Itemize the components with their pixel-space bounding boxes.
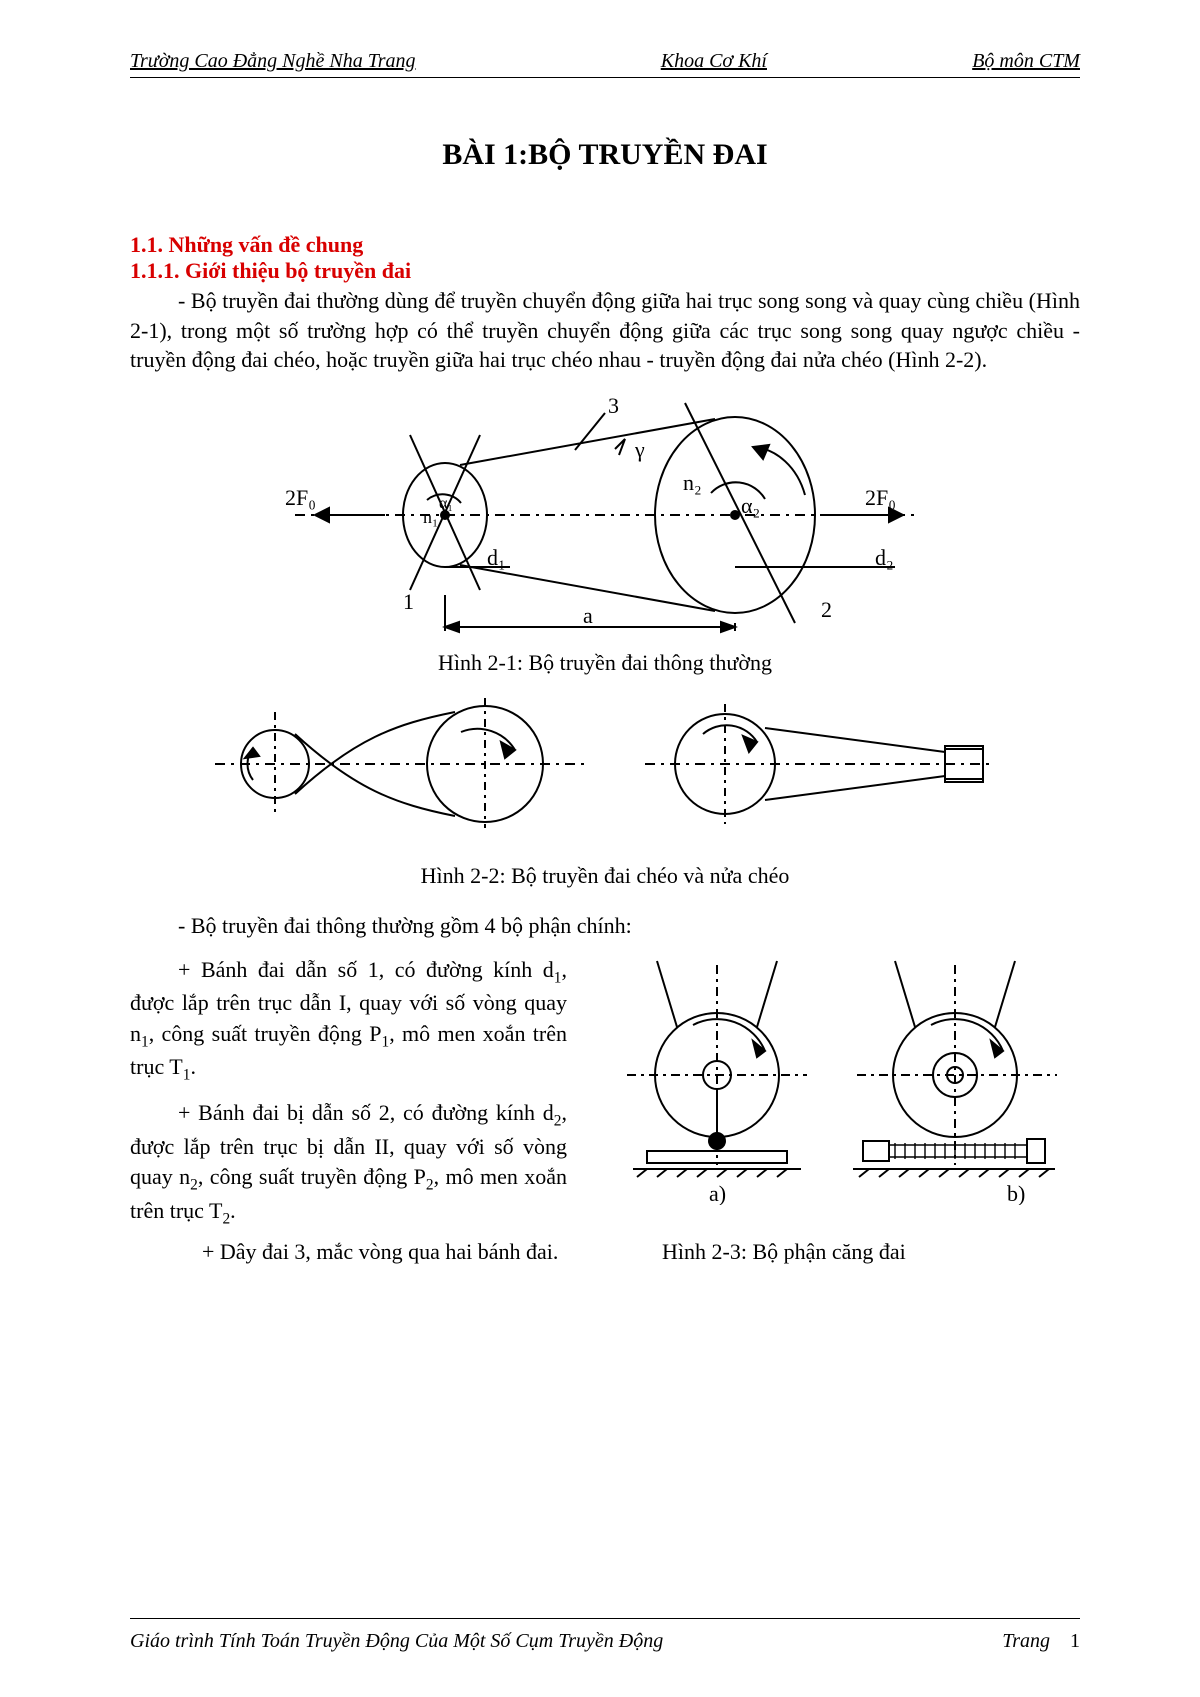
label-fig3-b: b): [1007, 1181, 1025, 1205]
label-3: 3: [608, 395, 619, 418]
sub-2d: 2: [222, 1210, 230, 1227]
label-alpha1: α₁: [439, 495, 453, 512]
label-gamma: γ: [634, 437, 645, 462]
footer-page-number: 1: [1070, 1630, 1080, 1652]
footer-page-label: Trang: [1002, 1630, 1050, 1652]
text-4c: , công suất truyền động P: [198, 1164, 426, 1189]
page-title: BÀI 1:BỘ TRUYỀN ĐAI: [130, 138, 1080, 172]
figure-2-3: a) b): [593, 955, 1080, 1230]
header-school: Trường Cao Đẳng Nghề Nha Trang: [130, 50, 416, 73]
belt-drive-diagram-icon: 2F₀ 2F₀ 3 γ n₁ n₂ α₁ α₂ d₁ d₂ 1 2 a: [275, 395, 935, 635]
section-heading-1: 1.1. Những vấn đề chung: [130, 232, 1080, 258]
paragraph-belt-3: + Dây đai 3, mắc vòng qua hai bánh đai.: [130, 1239, 662, 1265]
sub-2a: 2: [554, 1112, 562, 1129]
dot1: .: [190, 1054, 196, 1079]
page-header: Trường Cao Đẳng Nghề Nha Trang Khoa Cơ K…: [130, 50, 1080, 73]
footer-rule: [130, 1618, 1080, 1619]
sub-1a: 1: [554, 969, 562, 986]
label-alpha2: α₂: [741, 493, 760, 518]
header-subject: Bộ môn CTM: [972, 50, 1080, 73]
figure-2-2: Hình 2-2: Bộ truyền đai chéo và nửa chéo: [130, 694, 1080, 889]
sub-2c: 2: [426, 1176, 434, 1193]
components-text-column: + Bánh đai dẫn số 1, có đường kính d1, đ…: [130, 955, 567, 1230]
text-3a: + Bánh đai dẫn số 1, có đường kính d: [178, 957, 554, 982]
tensioner-diagram-icon: a) b): [607, 955, 1067, 1205]
header-dept: Khoa Cơ Khí: [661, 50, 767, 73]
figure-2-1-caption: Hình 2-1: Bộ truyền đai thông thường: [130, 650, 1080, 676]
figure-2-1: 2F₀ 2F₀ 3 γ n₁ n₂ α₁ α₂ d₁ d₂ 1 2 a Hình…: [130, 395, 1080, 676]
figure-2-2-caption: Hình 2-2: Bộ truyền đai chéo và nửa chéo: [130, 863, 1080, 889]
sub-2b: 2: [190, 1176, 198, 1193]
label-1: 1: [403, 589, 414, 614]
footer-title: Giáo trình Tính Toán Truyền Động Của Một…: [130, 1630, 663, 1653]
label-2f0-left: 2F₀: [285, 485, 316, 510]
label-n2: n₂: [683, 470, 702, 495]
section-heading-1-1: 1.1.1. Giới thiệu bộ truyền đai: [130, 258, 1080, 284]
label-fig3-a: a): [709, 1181, 726, 1205]
figure-2-3-caption: Hình 2-3: Bộ phận căng đai: [662, 1239, 1080, 1265]
paragraph-intro: - Bộ truyền đai thường dùng để truyền ch…: [130, 286, 1080, 375]
label-2f0-right: 2F₀: [865, 485, 896, 510]
sub-1b: 1: [141, 1033, 149, 1050]
dot2: .: [230, 1198, 236, 1223]
text-4a: + Bánh đai bị dẫn số 2, có đường kính d: [178, 1100, 554, 1125]
label-a: a: [583, 603, 593, 628]
paragraph-components: - Bộ truyền đai thông thường gồm 4 bộ ph…: [130, 911, 1080, 941]
label-d2: d₂: [875, 545, 894, 570]
label-d1: d₁: [487, 545, 506, 570]
crossed-belt-diagram-icon: [205, 694, 1005, 834]
label-n1: n₁: [423, 507, 438, 527]
header-rule: [130, 77, 1080, 78]
page-footer: Giáo trình Tính Toán Truyền Động Của Một…: [130, 1630, 1080, 1653]
label-2: 2: [821, 597, 832, 622]
text-3c: , công suất truyền động P: [149, 1021, 382, 1046]
